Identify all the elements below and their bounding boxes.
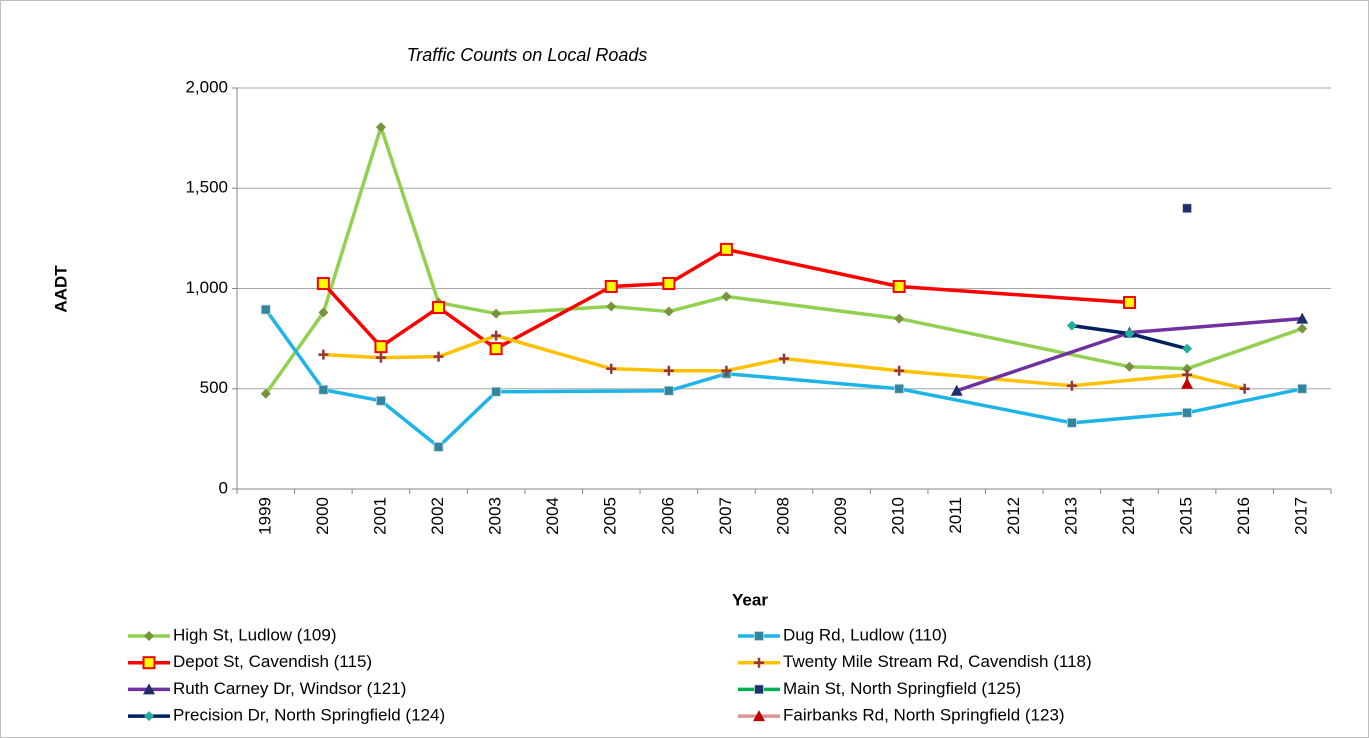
data-point [318, 307, 329, 318]
data-point [1122, 296, 1136, 310]
x-tick-label: 2012 [1004, 497, 1023, 535]
legend-marker [753, 710, 765, 722]
legend-label: Precision Dr, North Springfield (124) [173, 706, 445, 725]
data-point [374, 340, 388, 354]
legend-marker [144, 711, 154, 722]
legend-label: Ruth Carney Dr, Windsor (121) [173, 679, 406, 698]
data-point [318, 349, 329, 360]
x-tick-label: 2017 [1292, 497, 1311, 535]
legend-marker [143, 683, 155, 695]
data-point [491, 330, 502, 341]
data-point [1239, 383, 1250, 394]
x-tick-label: 2015 [1177, 497, 1196, 535]
y-tick-label: 1,500 [185, 178, 228, 197]
legend-marker [142, 656, 156, 670]
data-point [663, 306, 674, 317]
y-tick-label: 0 [219, 478, 228, 497]
data-point [894, 365, 905, 376]
legend-marker [754, 657, 764, 668]
data-point [491, 386, 502, 397]
data-point [721, 291, 732, 302]
data-point [1182, 203, 1192, 214]
data-point [375, 122, 386, 133]
x-tick-label: 2009 [831, 497, 850, 535]
x-tick-label: 2013 [1061, 497, 1080, 535]
legend-marker [144, 631, 154, 641]
data-point [1182, 363, 1193, 374]
data-point [894, 313, 905, 324]
x-tick-label: 2007 [716, 497, 735, 535]
legend-label: Dug Rd, Ludlow (110) [783, 625, 947, 644]
legend-label: High St, Ludlow (109) [173, 625, 336, 644]
legend-label: Twenty Mile Stream Rd, Cavendish (118) [783, 652, 1092, 671]
x-tick-label: 2008 [773, 497, 792, 535]
x-tick-label: 2005 [601, 497, 620, 535]
chart-title: Traffic Counts on Local Roads [407, 45, 648, 65]
series-line [323, 333, 1246, 391]
data-point [663, 365, 674, 376]
data-point [894, 383, 905, 394]
data-point [1124, 361, 1135, 372]
x-tick-label: 2011 [946, 497, 965, 534]
data-point [432, 301, 446, 315]
x-tick-label: 2001 [370, 497, 389, 535]
data-point [1297, 323, 1308, 334]
data-point [375, 352, 386, 363]
data-point [1066, 417, 1077, 428]
data-point [892, 279, 906, 293]
data-point [719, 242, 733, 256]
data-point [606, 363, 617, 374]
data-point [662, 276, 676, 290]
x-tick-label: 1999 [255, 497, 274, 535]
data-point [604, 279, 618, 293]
y-axis-label: AADT [51, 265, 70, 313]
x-tick-label: 2002 [428, 497, 447, 535]
data-point [260, 388, 271, 399]
legend-marker [754, 684, 764, 695]
data-point [376, 395, 386, 406]
data-point [606, 301, 617, 312]
x-tick-label: 2016 [1234, 497, 1253, 535]
y-tick-label: 2,000 [185, 77, 228, 96]
x-tick-label: 2014 [1119, 497, 1138, 535]
data-point [489, 342, 503, 356]
data-point [1297, 383, 1308, 394]
data-point [663, 385, 674, 396]
series-line [264, 125, 1303, 395]
data-point [491, 308, 502, 319]
data-point [1066, 380, 1077, 391]
x-tick-label: 2004 [543, 497, 562, 535]
data-point [950, 384, 963, 396]
legend-label: Fairbanks Rd, North Springfield (123) [783, 706, 1065, 725]
data-point [1296, 312, 1309, 324]
data-point [433, 441, 444, 452]
data-point [316, 276, 330, 290]
x-tick-label: 2010 [889, 497, 908, 535]
data-point [318, 384, 329, 395]
data-point [433, 351, 444, 362]
x-tick-label: 2006 [658, 497, 677, 535]
legend-label: Main St, North Springfield (125) [783, 679, 1021, 698]
data-point [1066, 320, 1077, 331]
data-point [1181, 377, 1194, 389]
legend-label: Depot St, Cavendish (115) [173, 652, 372, 671]
data-point [1182, 343, 1193, 354]
data-point [779, 353, 789, 364]
x-axis-label: Year [732, 590, 768, 609]
legend-marker [754, 631, 764, 641]
data-point [721, 365, 732, 376]
data-point [1182, 407, 1192, 418]
y-tick-label: 500 [200, 378, 228, 397]
data-point [260, 304, 271, 315]
x-tick-label: 2003 [486, 497, 505, 535]
x-tick-label: 2000 [313, 497, 332, 535]
y-tick-label: 1,000 [185, 278, 228, 297]
data-point [1124, 328, 1135, 339]
